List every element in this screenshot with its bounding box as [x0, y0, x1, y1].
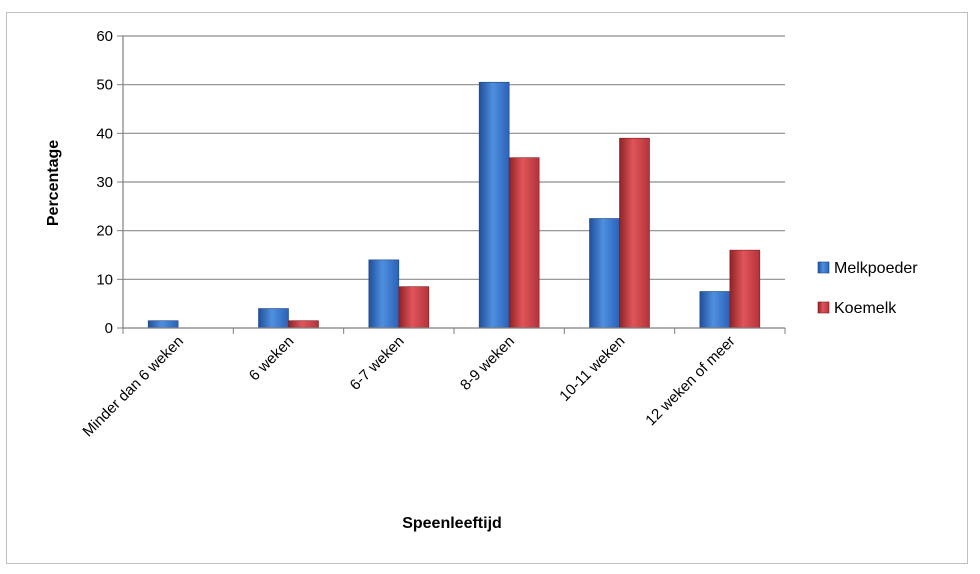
x-tick-labels: Minder dan 6 weken 6 weken 6-7 weken 8-9 we… — [79, 333, 738, 441]
y-tick-label: 20 — [96, 223, 113, 240]
bar-melkpoeder — [258, 308, 289, 329]
bar-koemelk — [288, 320, 319, 329]
bars — [147, 81, 761, 329]
x-tick-label: 6 weken — [246, 333, 298, 385]
legend-label-melkpoeder: Melkpoeder — [834, 260, 918, 277]
x-tick-label: 6-7 weken — [347, 333, 408, 394]
bar-melkpoeder — [478, 81, 510, 329]
bar-koemelk — [508, 157, 540, 329]
y-tick-label: 0 — [105, 320, 113, 337]
y-tick-labels: 0 10 20 30 40 50 60 — [96, 28, 123, 337]
bar-koemelk — [619, 137, 650, 329]
x-axis-title: Speenleeftijd — [402, 515, 502, 532]
bar-koemelk — [398, 286, 430, 329]
axes — [122, 36, 786, 334]
x-tick-label: 10-11 weken — [556, 333, 628, 405]
y-tick-label: 10 — [96, 271, 113, 288]
y-axis-title: Percentage — [45, 140, 62, 226]
legend: Melkpoeder Koemelk — [817, 260, 918, 317]
bar-melkpoeder — [699, 291, 731, 329]
y-tick-label: 40 — [96, 125, 113, 142]
x-tick-label: 12 weken of meer — [642, 333, 738, 429]
bar-melkpoeder — [589, 218, 620, 329]
legend-label-koemelk: Koemelk — [834, 300, 897, 317]
gridlines — [123, 35, 785, 280]
bar-koemelk — [729, 249, 761, 329]
x-tick-label: 8-9 weken — [457, 333, 518, 394]
y-tick-label: 60 — [96, 28, 113, 45]
y-tick-label: 50 — [96, 77, 113, 94]
legend-swatch-koemelk — [817, 301, 830, 314]
bar-melkpoeder — [147, 320, 179, 329]
x-tick-label: Minder dan 6 weken — [79, 333, 187, 441]
y-tick-label: 30 — [96, 174, 113, 191]
bar-melkpoeder — [368, 259, 400, 329]
legend-swatch-melkpoeder — [817, 261, 830, 274]
